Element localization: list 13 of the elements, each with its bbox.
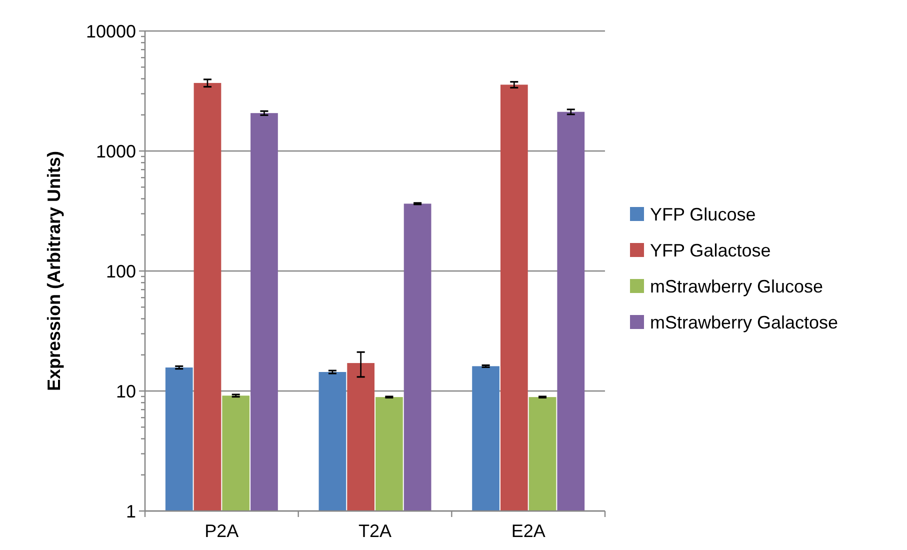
y-tick-label: 1000 [96, 141, 136, 162]
y-tick-label: 100 [106, 261, 136, 282]
legend-label: mStrawberry Galactose [650, 312, 838, 332]
x-tick-label: T2A [358, 521, 392, 541]
y-tick-label: 1 [126, 501, 136, 522]
legend-label: YFP Glucose [650, 204, 756, 224]
x-tick-label: P2A [204, 521, 239, 541]
x-tick-label: E2A [511, 521, 546, 541]
y-axis-title: Expression (Arbitrary Units) [44, 150, 64, 392]
legend-label: YFP Galactose [650, 240, 771, 260]
y-tick-label: 10000 [86, 21, 136, 42]
y-tick-label: 10 [116, 381, 136, 402]
legend-label: mStrawberry Glucose [650, 276, 824, 296]
